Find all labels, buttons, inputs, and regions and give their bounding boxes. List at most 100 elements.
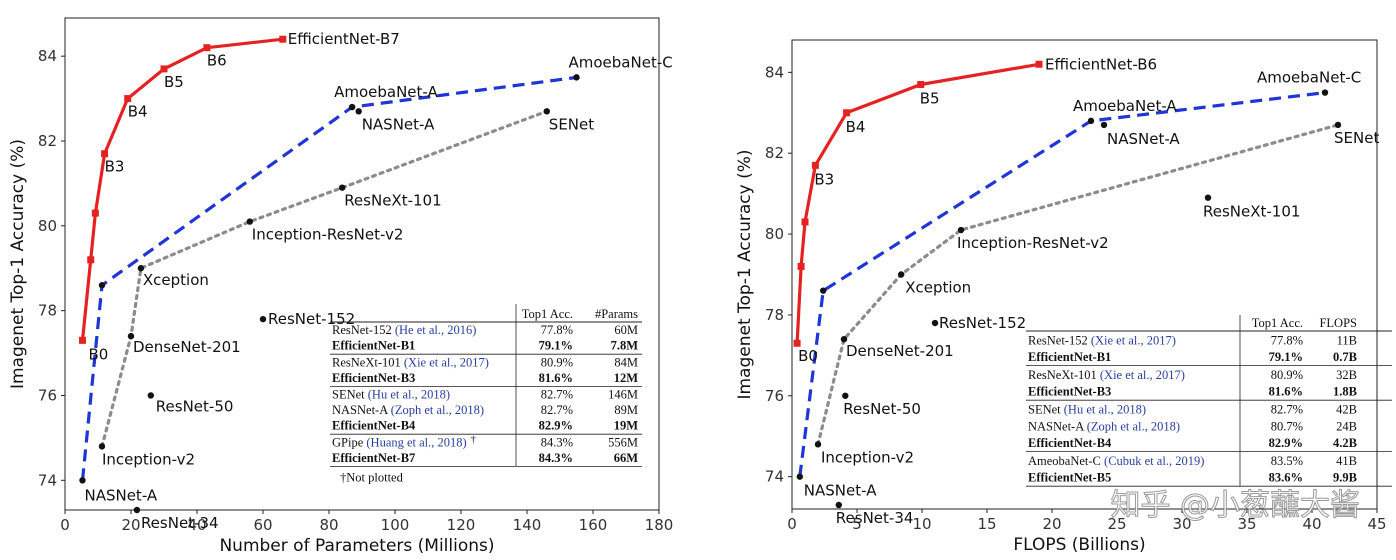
table-row-model: ResNet-152 (Xie et al., 2017) — [1028, 333, 1176, 347]
y-tick-label: 80 — [38, 217, 57, 235]
data-point — [957, 226, 965, 234]
data-point — [137, 265, 145, 272]
other-models: NASNet-A ResNeXt-101 ResNet-152 ResNet-50 Re… — [835, 121, 1300, 527]
y-tick-label: 80 — [765, 225, 784, 243]
data-point — [87, 256, 95, 264]
x-tick-label: 5 — [852, 515, 862, 533]
data-point — [820, 287, 827, 294]
y-tick-label: 78 — [765, 306, 784, 324]
data-point — [98, 282, 106, 289]
data-point — [279, 35, 287, 43]
y-axis-title: Imagenet Top-1 Accuracy (%) — [8, 139, 28, 389]
y-tick-label: 74 — [38, 471, 57, 489]
data-point — [91, 209, 99, 217]
data-point — [1035, 60, 1043, 68]
series-line-automl — [80, 75, 577, 481]
data-point — [1204, 194, 1212, 201]
point-label-efficientnet-b7: EfficientNet-B7 — [288, 30, 400, 48]
data-point — [796, 473, 803, 480]
table-row-value: 32B — [1336, 368, 1357, 382]
data-point — [814, 441, 822, 448]
comparison-table: Top1 Acc. #Params ResNet-152 (He et al., 2… — [330, 304, 642, 484]
point-label-b5: B5 — [920, 89, 940, 107]
table-row-model: ResNeXt-101 (Xie et al., 2017) — [1028, 368, 1185, 382]
table-row-value: 60M — [614, 323, 638, 337]
point-label-b3: B3 — [105, 158, 125, 176]
x-tick-label: 0 — [787, 515, 797, 533]
data-point — [246, 218, 253, 225]
table-row-model: EfficientNet-B4 — [332, 419, 416, 433]
y-tick-label: 76 — [765, 387, 784, 405]
point-label-b0: B0 — [798, 347, 818, 365]
y-tick-label: 82 — [38, 132, 57, 150]
data-point — [811, 161, 819, 169]
point-label-nasnet-a: NASNet-A — [804, 482, 877, 500]
table-row-model: EfficientNet-B7 — [332, 451, 415, 465]
table-row-model: NASNet-A (Zoph et al., 2018) — [332, 403, 484, 417]
data-point — [1087, 117, 1095, 125]
data-point — [101, 150, 109, 158]
x-tick-label: 140 — [513, 516, 542, 534]
point-label-xception: Xception — [905, 279, 971, 297]
watermark: 知乎 @小葱蘸大酱 — [1110, 488, 1360, 523]
y-tick-label: 78 — [38, 302, 57, 320]
data-point — [573, 74, 580, 81]
data-point — [339, 184, 346, 191]
point-label-amoebanet-c: AmoebaNet-C — [569, 53, 673, 71]
x-tick-label: 100 — [381, 516, 410, 534]
table-row-value: 7.8M — [611, 339, 639, 353]
table-row-value: 0.7B — [1333, 350, 1357, 364]
x-tick-label: 15 — [977, 515, 996, 533]
table-header-value: FLOPS — [1319, 316, 1357, 330]
data-point — [127, 332, 135, 340]
point-label-b4: B4 — [128, 103, 148, 121]
plot-frame — [64, 17, 660, 511]
table-row-model: EfficientNet-B1 — [332, 339, 415, 353]
data-point — [840, 335, 848, 343]
point-label-nasnet-a: NASNet-A — [84, 486, 157, 504]
table-row-value: 41B — [1336, 454, 1357, 468]
data-point — [1321, 89, 1329, 96]
table-row-model: EfficientNet-B3 — [332, 371, 415, 385]
x-tick-label: 160 — [579, 516, 608, 534]
y-axis-title: Imagenet Top-1 Accuracy (%) — [735, 149, 755, 399]
y-tick-label: 74 — [765, 468, 784, 486]
point-label-nasnet-a: NASNet-A — [1107, 130, 1180, 148]
x-tick-label: 25 — [1107, 515, 1126, 533]
y-tick-label: 84 — [38, 47, 57, 65]
x-tick-label: 180 — [645, 516, 674, 534]
table-row-model: ResNeXt-101 (Xie et al., 2017) — [332, 355, 489, 369]
table-row-acc: 80.7% — [1271, 419, 1303, 433]
table-row-acc: 80.9% — [1271, 368, 1303, 382]
flops-chart: 0 5 10 15 20 25 30 35 40 45 74 76 78 80 82 84 FLOPS (Bil… — [735, 39, 1392, 555]
table-row-value: 12M — [614, 371, 639, 385]
point-label-amoebanet-c: AmoebaNet-C — [1257, 69, 1361, 87]
table-row-acc: 83.6% — [1269, 471, 1303, 485]
table-header-value: #Params — [595, 307, 638, 321]
x-tick-label: 120 — [447, 516, 476, 534]
data-point — [1334, 121, 1342, 129]
table-footnote: †Not plotted — [340, 470, 404, 484]
point-label-resnext-101: ResNeXt-101 — [1203, 203, 1300, 221]
series-automl: NASNet-A AmoebaNet-A AmoebaNet-C — [79, 53, 673, 504]
table-row-acc: 81.6% — [1269, 385, 1303, 399]
table-row-acc: 79.1% — [539, 339, 573, 353]
point-label-senet: SENet — [549, 115, 594, 133]
y-tick-label: 84 — [765, 63, 784, 81]
point-label-densenet-201: DenseNet-201 — [846, 342, 954, 360]
x-tick-label: 20 — [1042, 515, 1061, 533]
table-row-model: EfficientNet-B1 — [1028, 350, 1111, 364]
x-tick-label: 35 — [1237, 515, 1256, 533]
point-label-resnext-101: ResNeXt-101 — [344, 192, 441, 210]
x-axis-title: Number of Parameters (Millions) — [219, 536, 494, 556]
table-row-value: 89M — [614, 403, 638, 417]
data-point — [203, 44, 211, 52]
series-manual: Inception-v2 DenseNet-201 Xception Inceptio… — [98, 108, 594, 468]
table-row-model: EfficientNet-B3 — [1028, 385, 1111, 399]
other-models: NASNet-A ResNet-152 ResNet-50 ResNet-34 — [133, 108, 435, 532]
table-row-value: 11B — [1337, 333, 1357, 347]
table-row-model: GPipe (Huang et al., 2018) † — [332, 434, 476, 449]
data-point — [98, 443, 106, 450]
data-point — [259, 315, 267, 323]
